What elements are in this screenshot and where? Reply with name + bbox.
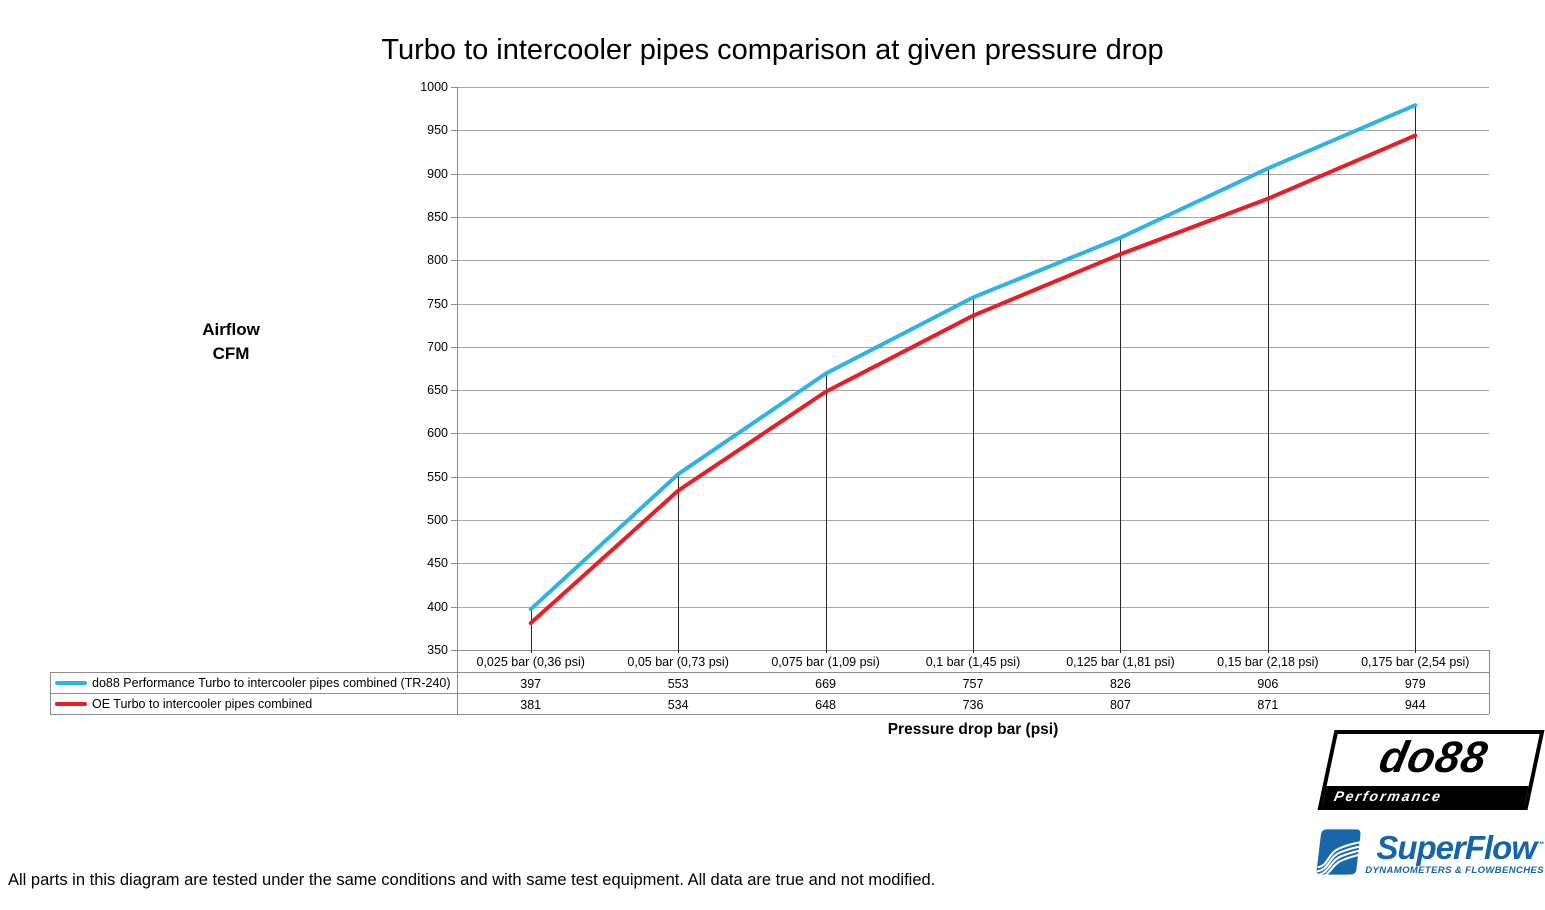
value-cell: 757 — [962, 677, 984, 691]
series-lines — [528, 103, 1418, 626]
category-label: 0,025 bar (0,36 psi) — [476, 655, 585, 669]
do88-tagline-bar: Performance — [1322, 786, 1529, 806]
y-tick-label: 600 — [427, 426, 448, 441]
value-cell: 736 — [962, 698, 984, 712]
value-cell: 906 — [1257, 677, 1279, 691]
value-cell: 553 — [667, 677, 689, 691]
category-label: 0,175 bar (2,54 psi) — [1361, 655, 1470, 669]
value-cell: 381 — [520, 698, 542, 712]
y-axis-title-line1: Airflow — [202, 320, 260, 339]
superflow-text-block: SuperFlow™ DYNAMOMETERS & FLOWBENCHES — [1365, 828, 1544, 876]
legend-label-1: OE Turbo to intercooler pipes combined — [92, 696, 313, 711]
category-label: 0,075 bar (1,09 psi) — [771, 655, 880, 669]
do88-logo: do88 Performance — [1317, 730, 1545, 810]
y-tick-label: 750 — [427, 296, 448, 311]
y-axis-title-line2: CFM — [212, 344, 250, 363]
superflow-tagline: DYNAMOMETERS & FLOWBENCHES — [1365, 865, 1544, 876]
y-tick-label: 400 — [427, 599, 448, 614]
value-cell: 534 — [667, 698, 689, 712]
legend-swatch-0 — [55, 680, 87, 685]
y-tick-label: 650 — [427, 383, 448, 398]
do88-tagline: Performance — [1332, 788, 1444, 804]
value-cell: 807 — [1109, 698, 1131, 712]
y-tick-label: 950 — [427, 123, 448, 138]
value-cell: 826 — [1109, 677, 1131, 691]
chart-title: Turbo to intercooler pipes comparison at… — [381, 34, 1164, 66]
value-cell: 397 — [520, 677, 542, 691]
category-label: 0,15 bar (2,18 psi) — [1217, 655, 1319, 669]
y-tick-label: 550 — [427, 469, 448, 484]
superflow-wordmark: SuperFlow™ — [1376, 829, 1544, 866]
superflow-trademark: ™ — [1536, 840, 1544, 849]
category-label: 0,1 bar (1,45 psi) — [925, 655, 1021, 669]
value-cell: 944 — [1404, 698, 1426, 712]
y-tick-label: 850 — [427, 209, 448, 224]
y-tick-label: 450 — [427, 556, 448, 571]
do88-wordmark: do88 — [1375, 733, 1493, 782]
x-axis-title: Pressure drop bar (psi) — [887, 721, 1059, 738]
category-label: 0,125 bar (1,81 psi) — [1066, 655, 1175, 669]
y-tick-label: 900 — [427, 166, 448, 181]
value-cell: 871 — [1257, 698, 1279, 712]
drop-lines — [531, 105, 1416, 653]
category-label: 0,05 bar (0,73 psi) — [627, 655, 729, 669]
superflow-logo: SuperFlow™ DYNAMOMETERS & FLOWBENCHES — [1316, 822, 1544, 882]
series-line-1 — [528, 133, 1418, 626]
y-tick-label: 1000 — [420, 80, 448, 94]
y-tick-label: 500 — [427, 513, 448, 528]
legend-row-1: OE Turbo to intercooler pipes combined — [55, 693, 312, 714]
superflow-wave-icon — [1316, 829, 1362, 881]
value-cell: 979 — [1404, 677, 1426, 691]
y-tick-label: 350 — [427, 643, 448, 657]
series-line-0 — [528, 103, 1418, 612]
y-tick-label: 700 — [427, 339, 448, 354]
y-tick-label: 800 — [427, 253, 448, 268]
value-cell: 669 — [815, 677, 836, 691]
y-axis-title: Airflow CFM — [160, 318, 302, 366]
legend-label-0: do88 Performance Turbo to intercooler pi… — [92, 675, 451, 690]
footnote-text: All parts in this diagram are tested und… — [8, 871, 936, 889]
value-cell: 648 — [815, 698, 836, 712]
table-borders — [50, 650, 1490, 715]
legend-row-0: do88 Performance Turbo to intercooler pi… — [55, 672, 451, 693]
legend-swatch-1 — [55, 701, 87, 706]
